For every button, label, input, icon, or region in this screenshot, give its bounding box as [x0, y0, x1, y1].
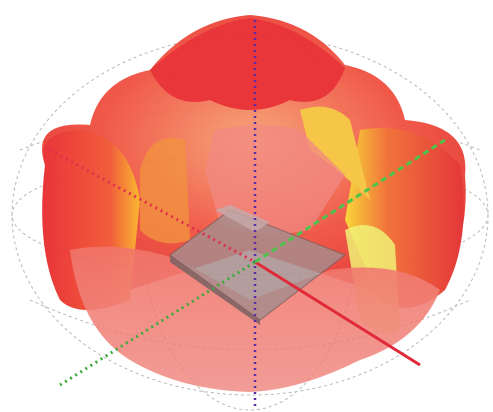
- y-axis: [254, 138, 446, 264]
- pattern-lobes: [42, 15, 466, 392]
- x-axis: [254, 260, 421, 367]
- y-axis-negative: [59, 260, 256, 387]
- axes: [49, 20, 446, 410]
